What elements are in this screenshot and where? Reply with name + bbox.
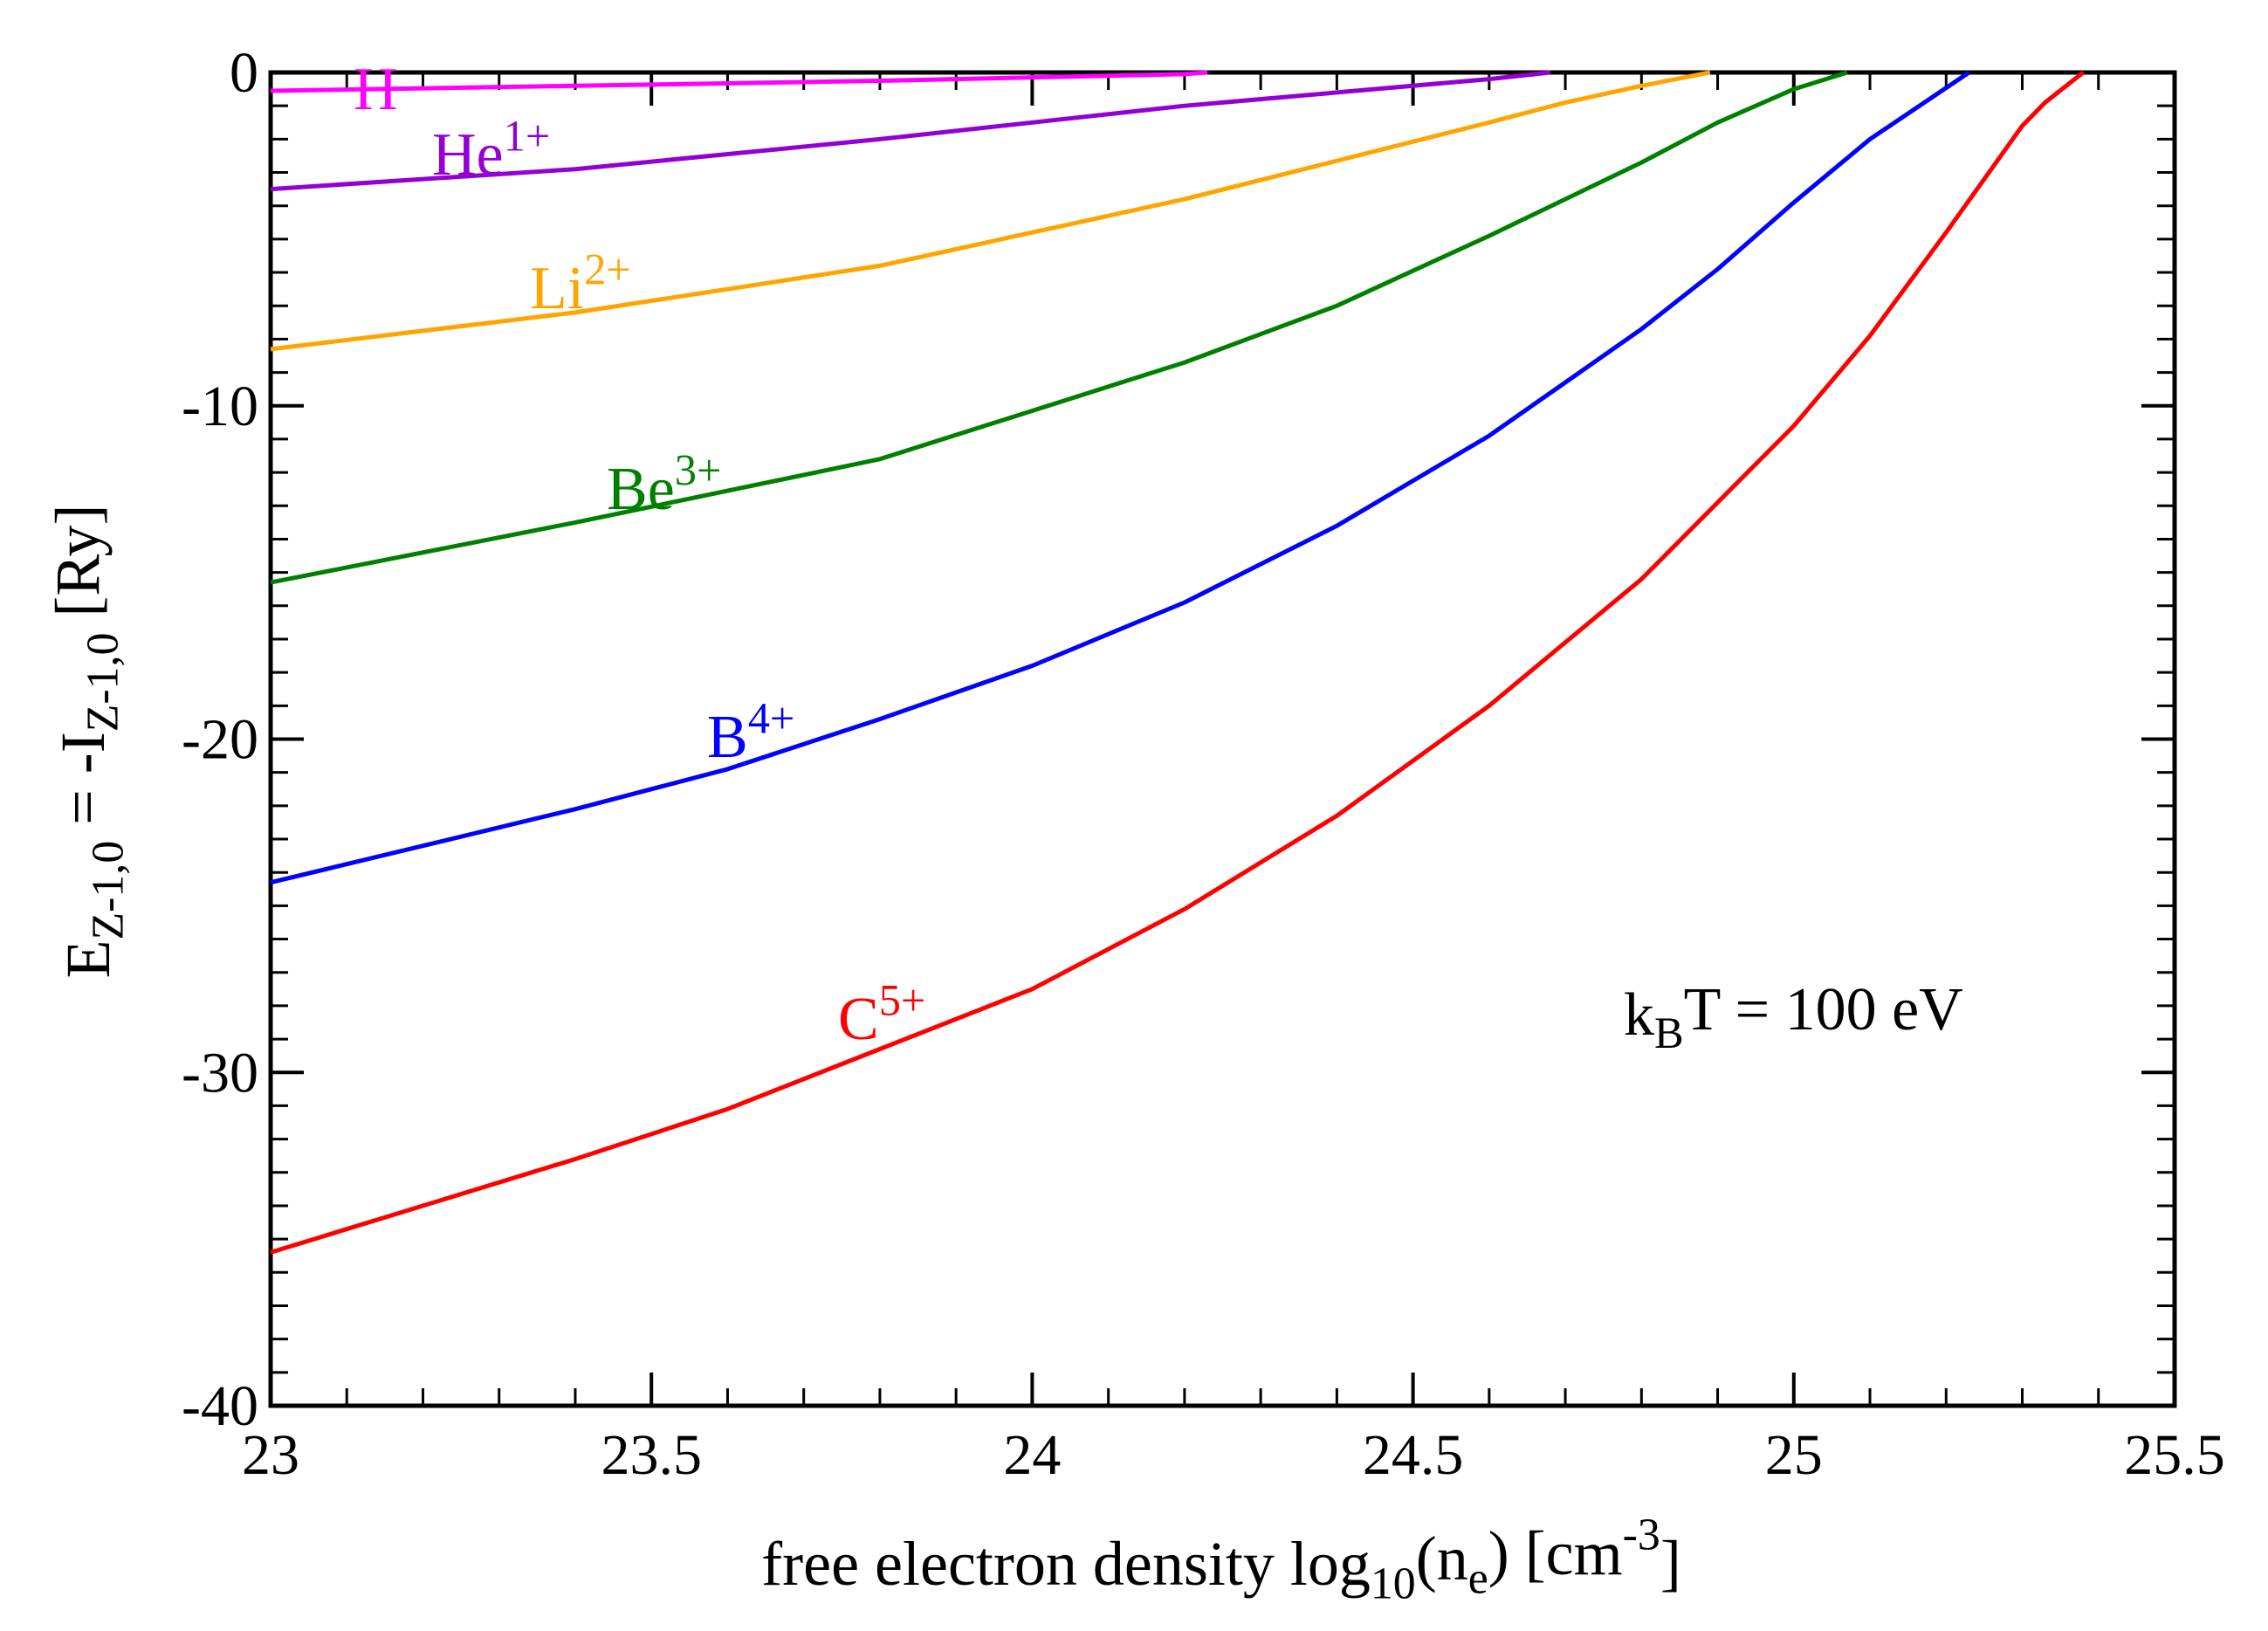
y-axis-label-part: Z-1,0 [79, 633, 128, 733]
x-axis-label-part: ) [cm [1488, 1518, 1623, 1588]
y-axis-label-part: E [53, 940, 123, 979]
series-line [270, 71, 2085, 1255]
y-tick-label: -40 [182, 1374, 258, 1438]
series-line [270, 70, 1970, 885]
series-label: H [354, 56, 398, 123]
series-label-part: Li [530, 255, 584, 322]
y-axis-label: EZ-1,0 = -IZ-1,0 [Ry] [43, 504, 134, 978]
y-tick-label: 0 [230, 41, 258, 105]
y-axis-label-part: [Ry] [43, 504, 113, 632]
series-label: Li2+ [530, 244, 631, 322]
series-label-part: Be [607, 456, 675, 523]
y-axis-label-part: = -I [48, 732, 118, 841]
series-label: B4+ [707, 693, 794, 771]
series-label-part: 4+ [748, 693, 795, 742]
annotation: kBT = 100 eV [1624, 976, 1963, 1057]
y-tick-label: -10 [182, 375, 258, 438]
series-label-part: 1+ [504, 111, 551, 160]
series-label-part: He [432, 121, 504, 189]
annotation-part: k [1624, 981, 1654, 1049]
x-axis-label-part: (n [1416, 1524, 1468, 1593]
series-label-part: B [707, 704, 748, 771]
x-axis-label-part: 10 [1371, 1559, 1416, 1609]
series-line [270, 70, 1550, 192]
x-tick-label: 25 [1765, 1423, 1823, 1487]
series-label: He1+ [432, 111, 550, 189]
series-line [270, 70, 1848, 585]
y-tick-label: -30 [182, 1041, 258, 1105]
x-axis-label-part: -3 [1623, 1510, 1660, 1559]
x-tick-label: 24.5 [1363, 1423, 1464, 1487]
x-tick-label: 24 [1003, 1423, 1061, 1487]
y-tick-label: -20 [182, 708, 258, 772]
x-axis-label-part: e [1468, 1554, 1488, 1604]
x-tick-label: 25.5 [2124, 1423, 2225, 1487]
series-line [270, 70, 1711, 352]
y-axis-label-part: Z-1,0 [84, 841, 134, 940]
x-tick-label: 23.5 [601, 1423, 702, 1487]
x-axis-label-part: ] [1660, 1528, 1681, 1598]
series-label-part: 3+ [675, 445, 722, 494]
series-label-part: C [838, 986, 879, 1053]
x-axis-label-part: free electron density log [761, 1529, 1371, 1599]
series-label-part: 5+ [879, 975, 926, 1024]
series-label: Be3+ [607, 445, 721, 523]
series-label: C5+ [838, 975, 925, 1053]
annotation-part: B [1654, 1008, 1684, 1057]
series-label-part: H [354, 56, 398, 123]
series-line [270, 70, 1208, 93]
series-label-part: 2+ [584, 244, 631, 293]
x-axis-label: free electron density log10(ne) [cm-3] [761, 1510, 1681, 1608]
x-tick-label: 23 [242, 1423, 299, 1487]
annotation-part: T = 100 eV [1684, 976, 1963, 1043]
